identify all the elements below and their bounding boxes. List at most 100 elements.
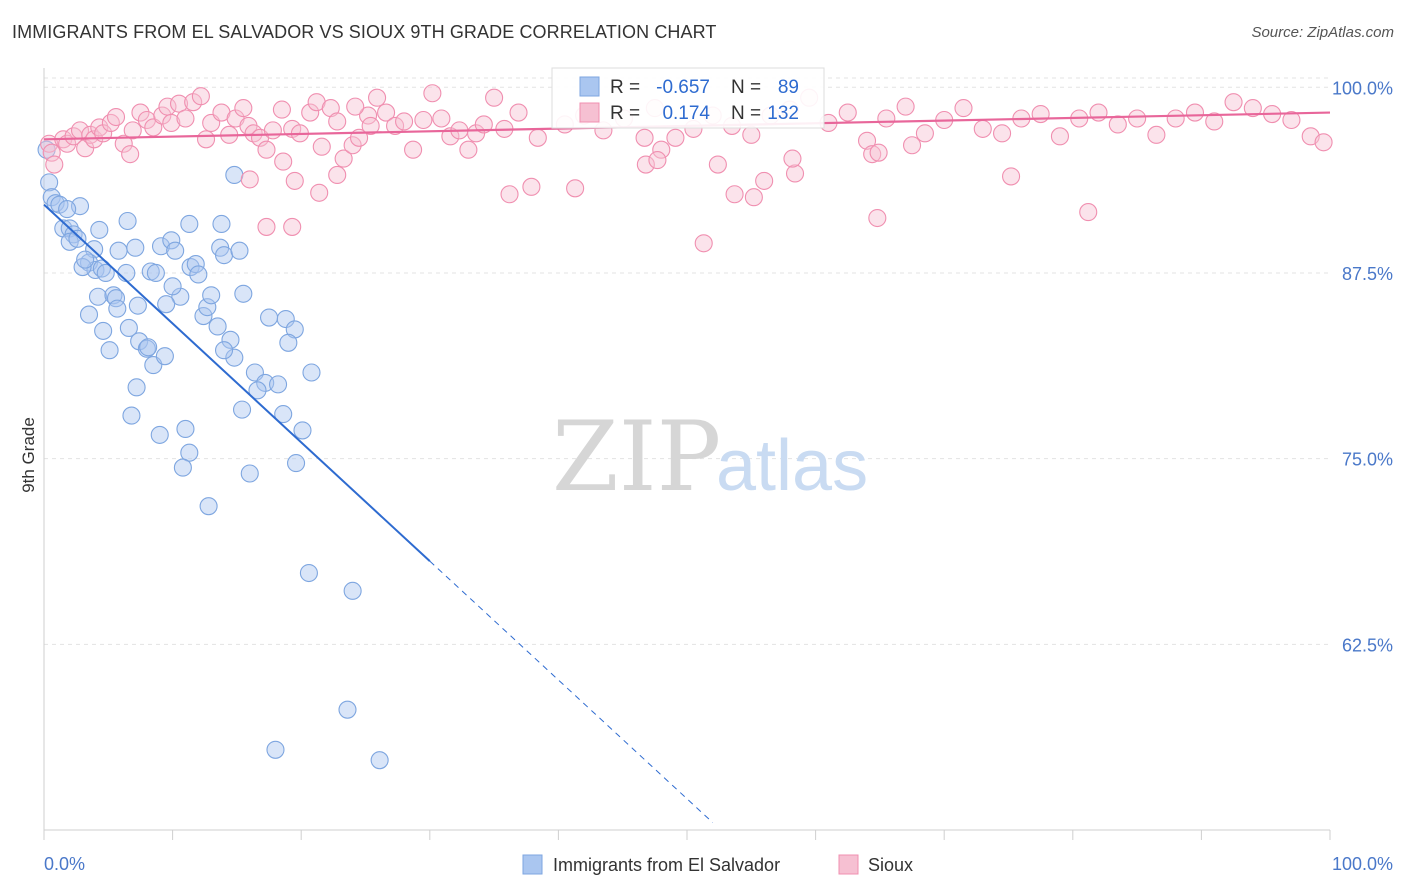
y-tick-label: 87.5% [1342,264,1393,284]
point-el-salvador [58,200,77,219]
point-sioux [742,125,761,144]
x-tick-label-max: 100.0% [1332,854,1393,874]
point-sioux [441,127,460,146]
point-sioux [648,151,667,170]
point-el-salvador [299,563,318,583]
point-el-salvador [199,497,218,516]
point-el-salvador [130,332,149,351]
x-ticks [43,830,1331,840]
point-sioux [652,140,671,159]
point-sioux [234,99,253,118]
point-sioux [123,121,142,140]
point-sioux [423,84,442,103]
point-sioux [196,130,216,149]
watermark-atlas: atlas [716,426,868,506]
point-sioux [272,100,291,119]
point-sioux [973,119,992,138]
point-sioux [432,109,451,128]
point-el-salvador [139,338,158,357]
point-el-salvador [180,214,199,234]
stats-swatch-pink [579,102,600,123]
point-sioux [1079,203,1098,222]
point-sioux [114,134,133,153]
point-sioux [868,208,887,228]
point-sioux [725,185,744,204]
point-sioux [1002,167,1021,186]
point-el-salvador [173,458,192,477]
point-sioux [263,121,282,140]
point-sioux [528,128,547,147]
point-sioux [783,149,802,168]
point-sioux [414,110,433,130]
point-el-salvador [117,263,136,283]
point-el-salvador [155,347,174,366]
point-sioux [377,103,396,122]
point-sioux [285,171,304,190]
point-el-salvador [166,241,185,260]
point-sioux [301,103,320,122]
point-el-salvador [266,740,285,759]
point-sioux [240,170,259,189]
point-el-salvador [85,240,104,259]
point-el-salvador [225,348,244,367]
y-tick-label: 100.0% [1332,78,1393,98]
point-sioux [838,103,857,122]
point-sioux [485,88,504,107]
point-el-salvador [302,363,321,382]
point-el-salvador [109,241,128,260]
point-el-salvador [338,700,357,719]
point-el-salvador [94,321,113,340]
data-points [37,84,1333,770]
point-sioux [1147,125,1166,144]
point-sioux [857,131,877,150]
point-sioux [191,87,210,106]
point-el-salvador [126,238,145,257]
point-el-salvador [68,229,87,248]
trend-line-el-salvador-extension [429,560,714,823]
point-el-salvador [171,287,190,306]
point-sioux [404,140,423,159]
x-tick-label-min: 0.0% [44,854,85,874]
point-sioux [744,188,763,207]
point-el-salvador [162,231,181,250]
point-sioux [1185,103,1205,122]
point-el-salvador [176,419,195,438]
legend-label-sioux: Sioux [868,855,913,875]
stats-swatch-blue [579,76,600,97]
y-axis-label: 9th Grade [19,417,38,493]
stats-box: R = -0.657 N = 89 R = 0.174 N = 132 [551,67,825,129]
point-sioux [896,97,915,116]
point-sioux [459,140,478,159]
point-sioux [993,124,1012,143]
point-sioux [310,183,329,202]
point-sioux [386,116,405,135]
point-sioux [346,97,365,116]
legend-label-el-salvador: Immigrants from El Salvador [553,855,780,875]
y-tick-label: 75.0% [1342,450,1393,470]
point-el-salvador [76,250,95,269]
point-sioux [522,177,541,196]
point-sioux [755,171,774,190]
point-sioux [176,109,195,128]
point-sioux [869,143,888,162]
point-sioux [954,99,973,118]
stats-n-value-2: 132 [767,103,799,124]
point-sioux [1108,115,1127,134]
point-el-salvador [248,381,267,400]
point-sioux [328,165,347,184]
stats-r-label-2: R = [610,103,640,124]
point-sioux [635,128,654,147]
point-el-salvador [214,341,234,360]
point-el-salvador [274,405,293,424]
point-sioux [101,113,120,133]
point-sioux [863,145,882,164]
point-el-salvador [119,318,138,337]
point-el-salvador [150,425,169,444]
point-el-salvador [163,277,182,296]
point-el-salvador [104,286,123,305]
point-sioux [312,137,331,156]
point-el-salvador [232,400,252,419]
point-sioux [877,109,896,128]
point-sioux [334,149,353,168]
